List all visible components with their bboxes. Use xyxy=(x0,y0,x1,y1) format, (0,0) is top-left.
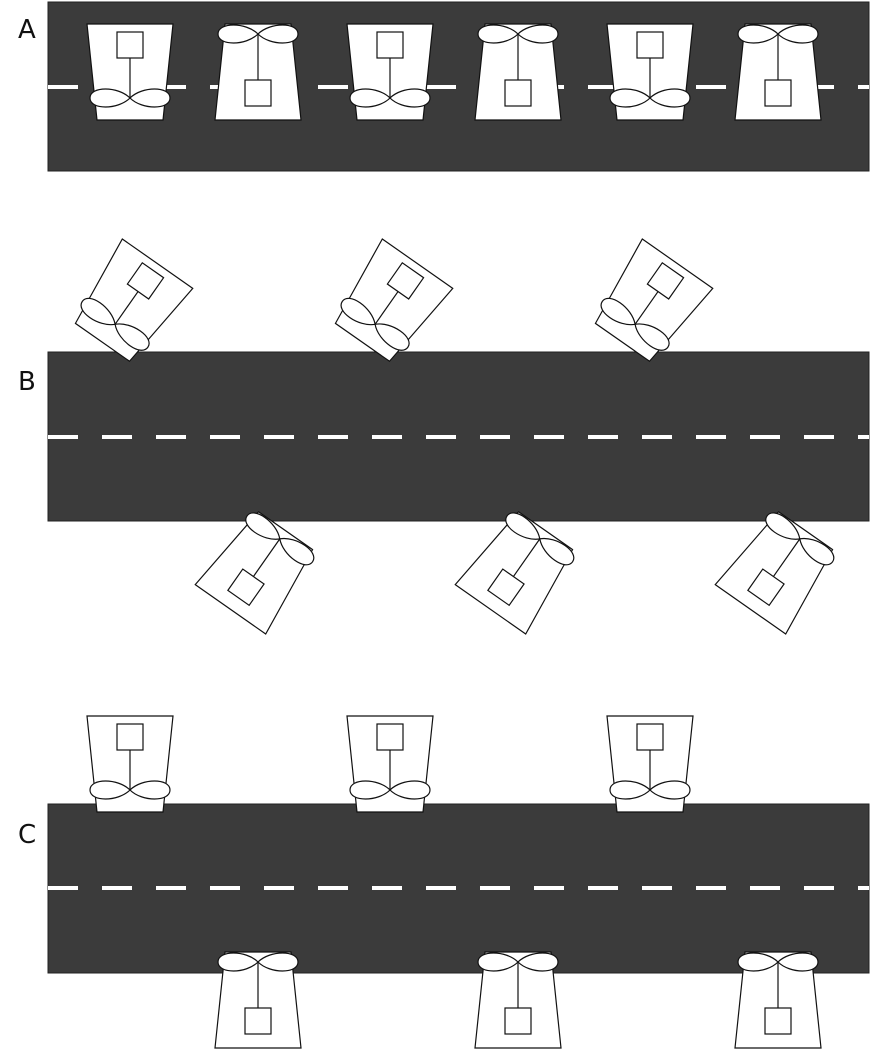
section-label-c: C xyxy=(18,820,36,850)
vehicle-a-6 xyxy=(734,23,822,121)
vehicle-b-top-3 xyxy=(586,238,714,368)
vehicle-a-5 xyxy=(606,23,694,121)
vehicle-a-1 xyxy=(86,23,174,121)
vehicle-c-bottom-2 xyxy=(474,951,562,1049)
vehicle-a-3 xyxy=(346,23,434,121)
vehicle-b-bottom-1 xyxy=(194,505,322,635)
vehicle-c-top-2 xyxy=(346,715,434,813)
vehicle-c-top-1 xyxy=(86,715,174,813)
vehicle-c-bottom-3 xyxy=(734,951,822,1049)
vehicle-c-bottom-1 xyxy=(214,951,302,1049)
vehicle-b-bottom-3 xyxy=(714,505,842,635)
vehicle-b-bottom-2 xyxy=(454,505,582,635)
vehicle-b-top-1 xyxy=(66,238,194,368)
vehicle-a-4 xyxy=(474,23,562,121)
vehicle-b-top-2 xyxy=(326,238,454,368)
vehicle-c-top-3 xyxy=(606,715,694,813)
vehicle-a-2 xyxy=(214,23,302,121)
section-label-b: B xyxy=(18,367,36,397)
section-label-a: A xyxy=(18,15,36,45)
